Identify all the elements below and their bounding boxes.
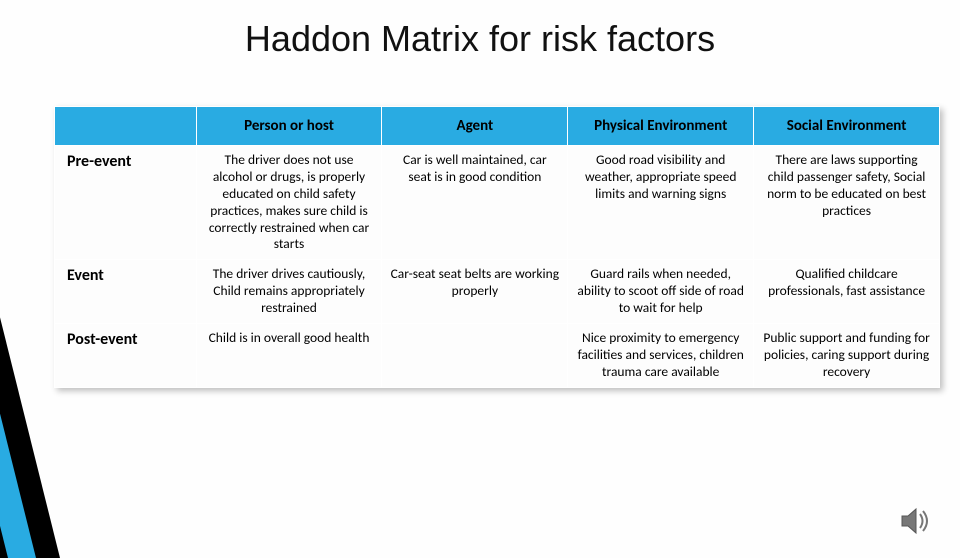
- table-row: Post-event Child is in overall good heal…: [55, 323, 940, 387]
- table-cell: [382, 323, 568, 387]
- table-cell: Car is well maintained, car seat is in g…: [382, 146, 568, 260]
- table-header-row: Person or host Agent Physical Environmen…: [55, 107, 940, 146]
- col-header: Social Environment: [754, 107, 940, 146]
- slide-title: Haddon Matrix for risk factors: [0, 18, 960, 60]
- table-cell: The driver does not use alcohol or drugs…: [196, 146, 382, 260]
- row-label: Pre-event: [55, 146, 197, 260]
- table-cell: Child is in overall good health: [196, 323, 382, 387]
- row-label: Event: [55, 260, 197, 324]
- table-cell: Qualified childcare professionals, fast …: [754, 260, 940, 324]
- speaker-icon: [898, 504, 932, 538]
- col-header: Physical Environment: [568, 107, 754, 146]
- haddon-matrix-table-wrap: Person or host Agent Physical Environmen…: [54, 106, 940, 388]
- col-header: Agent: [382, 107, 568, 146]
- table-corner-cell: [55, 107, 197, 146]
- table-cell: Public support and funding for policies,…: [754, 323, 940, 387]
- haddon-matrix-table: Person or host Agent Physical Environmen…: [54, 106, 940, 388]
- table-row: Event The driver drives cautiously, Chil…: [55, 260, 940, 324]
- table-cell: Nice proximity to emergency facilities a…: [568, 323, 754, 387]
- table-cell: The driver drives cautiously, Child rema…: [196, 260, 382, 324]
- row-label: Post-event: [55, 323, 197, 387]
- table-cell: Good road visibility and weather, approp…: [568, 146, 754, 260]
- table-row: Pre-event The driver does not use alcoho…: [55, 146, 940, 260]
- table-cell: Guard rails when needed, ability to scoo…: [568, 260, 754, 324]
- table-cell: There are laws supporting child passenge…: [754, 146, 940, 260]
- table-cell: Car-seat seat belts are working properly: [382, 260, 568, 324]
- col-header: Person or host: [196, 107, 382, 146]
